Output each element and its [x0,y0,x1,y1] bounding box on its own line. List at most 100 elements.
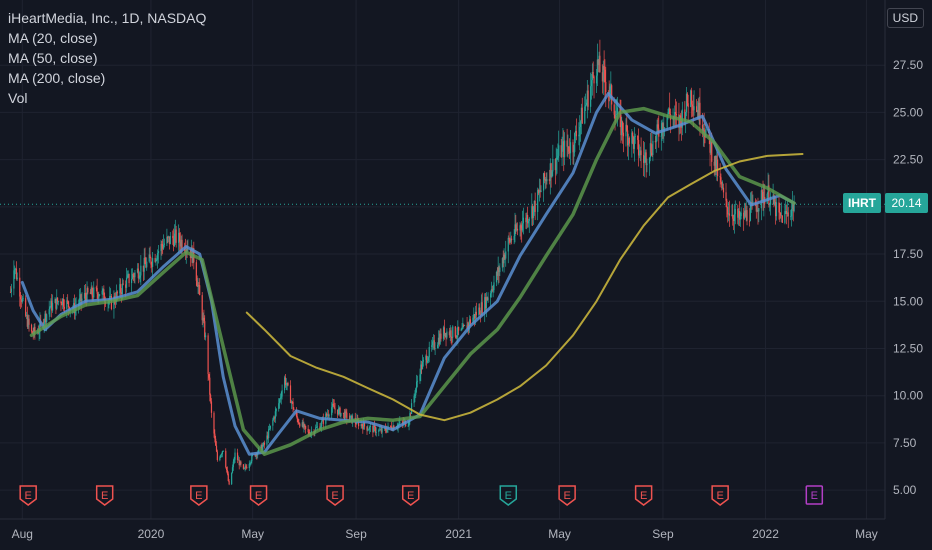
candle-body [393,425,395,429]
candle-body [369,426,371,427]
candle-body [128,274,130,284]
candle-body [620,114,622,136]
candle-body [273,417,275,420]
candle-body [560,145,562,157]
candle-body [590,80,593,87]
candle-body [348,418,350,420]
candle-body [148,254,150,262]
candle-body [79,294,81,299]
candle-body [596,59,598,76]
candle-body [48,309,50,315]
indicator-ma20[interactable]: MA (20, close) [8,30,98,46]
symbol-title[interactable]: iHeartMedia, Inc., 1D, NASDAQ [8,10,207,26]
candle-body [161,244,163,247]
candle-body [66,300,68,309]
candle-body [511,238,513,241]
candle-body [544,178,546,181]
candle-body [468,319,471,327]
candle-body [248,463,250,469]
candle-body [133,275,135,278]
candle-body [122,283,124,285]
candle-body [703,128,705,134]
candle-body [438,337,440,344]
candle-body [573,151,575,153]
candle-body [96,287,98,294]
candle-body [680,115,682,119]
candle-body [516,228,518,231]
candle-body [367,429,369,431]
candle-body [622,132,625,137]
currency-button[interactable]: USD [886,8,924,28]
candle-body [738,211,740,218]
candle-body [733,214,736,222]
candle-body [717,159,719,177]
candle-body [152,258,154,267]
candle-body [602,66,604,82]
candle-body [450,330,452,338]
candle-body [125,277,128,288]
candle-body [711,141,713,162]
candle-body [426,355,428,363]
candle-body [166,237,168,244]
candle-body [567,146,569,148]
indicator-ma200[interactable]: MA (200, close) [8,70,106,86]
candle-body [132,274,134,276]
candle-body [120,292,123,295]
candle-body [297,419,299,423]
candle-body [690,90,692,108]
candle-body [250,461,252,464]
candle-body [601,72,604,82]
indicator-volume[interactable]: Vol [8,90,28,106]
candle-body [45,313,47,322]
candle-body [67,301,70,308]
candle-body [761,190,763,192]
candle-body [239,461,241,466]
candle-body [493,282,495,291]
candle-body [421,364,423,369]
candle-body [404,420,406,422]
candle-body [503,254,505,264]
candle-body [389,425,392,427]
candle-body [749,205,752,221]
candle-body [236,452,239,460]
candle-body [373,425,375,433]
candle-body [163,243,165,245]
candle-body [427,357,429,361]
candle-body [728,213,730,216]
candle-body [698,102,700,119]
candle-body [98,295,100,299]
candle-body [186,248,188,251]
candle-body [375,431,377,433]
candle-body [756,209,758,212]
time-axis[interactable]: Aug 2020 May Sep 2021 May Sep 2022 May [12,527,878,541]
candle-body [538,190,540,194]
candle-body [578,134,580,137]
candle-body [333,405,335,409]
candle-body [145,263,147,268]
candle-body [19,277,21,297]
candle-body [179,241,181,247]
candle-body [9,291,12,293]
candle-body [497,267,499,276]
candle-body [625,124,627,137]
candle-body [442,327,445,339]
candle-body [103,289,105,300]
candle-body [521,228,523,231]
candle-body [142,265,144,272]
price-axis[interactable]: 5.007.5010.0012.5015.0017.5020.0022.5025… [893,58,923,497]
candle-body [332,403,334,406]
price-tick-label: 25.00 [893,105,923,119]
candle-body [569,142,572,154]
candle-body [533,200,535,207]
candle-body [496,272,498,276]
candle-body [286,382,288,385]
candle-body [203,317,205,322]
time-tick-label: May [548,527,571,541]
indicator-ma50[interactable]: MA (50, close) [8,50,98,66]
candle-body [762,191,764,204]
candle-body [208,374,210,378]
candle-body [526,215,528,223]
candle-body [434,348,436,349]
candle-body [525,217,527,223]
